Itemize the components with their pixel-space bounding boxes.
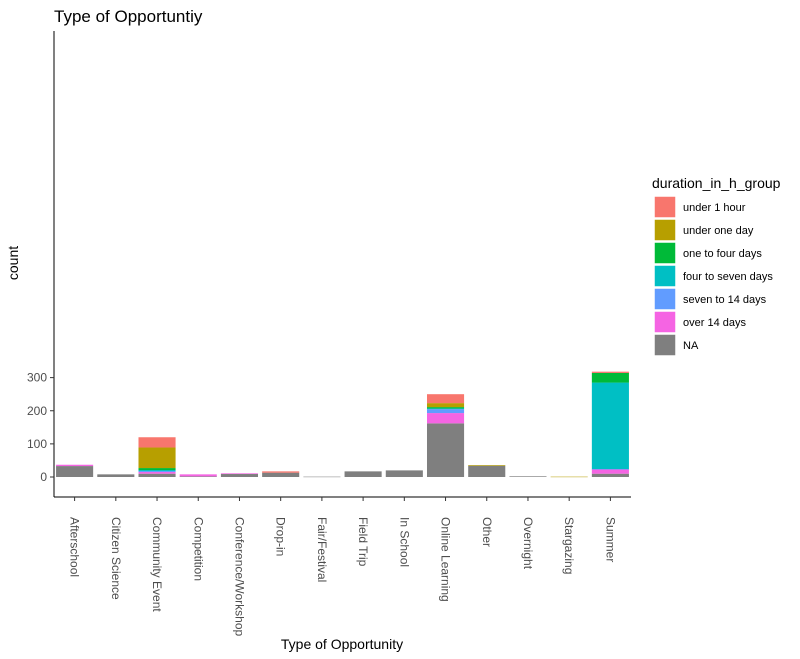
legend-key-under-one-day: [653, 218, 677, 242]
legend-label-under-one-day: under one day: [683, 225, 754, 237]
bar-online-learning-na: [426, 423, 465, 477]
legend-label-seven-to-14-days: seven to 14 days: [683, 294, 767, 306]
bar-online-learning-over-14-days: [426, 413, 465, 424]
bar-summer-four-to-seven-days: [591, 382, 629, 470]
bar-community-event-four-to-seven-days: [138, 470, 176, 472]
x-axis-title: Type of Opportunity: [281, 636, 403, 652]
bar-other-under-one-day: [468, 465, 506, 466]
bar-community-event-seven-to-14-days: [138, 471, 176, 473]
y-tick-labels: 0 100 200 300: [27, 371, 47, 484]
x-tick-label-drop-in: Drop-in: [274, 517, 288, 556]
legend-key-one-to-four-days: [653, 241, 677, 265]
legend: duration_in_h_group under 1 hour under on…: [652, 175, 781, 357]
bar-drop-in-under-1-hour: [262, 471, 300, 473]
bars-group: [56, 371, 629, 478]
y-tick-label: 200: [27, 404, 47, 418]
bar-competition-over-14-days: [179, 474, 217, 477]
bar-drop-in-na: [262, 472, 300, 477]
legend-label-over-14-days: over 14 days: [683, 317, 746, 329]
bar-in-school-na: [385, 470, 423, 478]
bar-online-learning-under-one-day: [426, 403, 465, 408]
y-tick-label: 300: [27, 371, 47, 385]
bar-community-event-na: [138, 473, 176, 477]
y-tick-label: 0: [40, 470, 47, 484]
x-tick-label-competition: Competition: [191, 517, 205, 581]
bar-online-learning-seven-to-14-days: [426, 409, 465, 414]
y-tick-label: 100: [27, 437, 47, 451]
bar-community-event-one-to-four-days: [138, 468, 176, 471]
bar-citizen-science-na: [97, 474, 135, 477]
bar-overnight-na: [509, 476, 547, 477]
legend-key-over-14-days: [653, 310, 677, 334]
bar-other-na: [468, 465, 506, 477]
legend-key-under-1-hour: [653, 195, 677, 219]
x-tick-label-stargazing: Stargazing: [562, 517, 576, 574]
bar-summer-over-14-days: [591, 469, 629, 474]
bar-community-event-under-one-day: [138, 447, 176, 469]
legend-title: duration_in_h_group: [652, 175, 781, 191]
y-axis-title: count: [5, 246, 21, 280]
x-tick-label-summer: Summer: [603, 517, 617, 562]
x-tick-labels: Afterschool Citizen Science Community Even…: [68, 517, 618, 637]
bar-online-learning-one-to-four-days: [426, 407, 465, 409]
x-tick-label-afterschool: Afterschool: [68, 517, 82, 577]
legend-label-na: NA: [683, 340, 699, 352]
x-tick-label-overnight: Overnight: [521, 517, 535, 570]
bar-community-event-over-14-days: [138, 472, 176, 474]
x-tick-label-conference-workshop: Conference/Workshop: [232, 517, 246, 637]
x-tick-label-citizen-science: Citizen Science: [109, 517, 123, 600]
chart-title: Type of Opportuntiy: [54, 7, 203, 26]
axes-group: [50, 31, 631, 501]
bar-conference-workshop-over-14-days: [220, 473, 259, 475]
legend-label-under-1-hour: under 1 hour: [683, 202, 746, 214]
bar-fair-festival-na: [303, 476, 341, 478]
x-tick-label-community-event: Community Event: [150, 517, 164, 612]
bar-field-trip-na: [344, 471, 382, 477]
legend-label-one-to-four-days: one to four days: [683, 248, 762, 260]
legend-key-four-to-seven-days: [653, 264, 677, 288]
x-tick-label-other: Other: [480, 517, 494, 547]
legend-key-seven-to-14-days: [653, 287, 677, 311]
bar-summer-seven-to-14-days: [591, 469, 629, 470]
bar-summer-under-1-hour: [591, 371, 629, 373]
bar-stargazing-under-one-day: [550, 476, 588, 478]
legend-key-na: [653, 333, 677, 357]
bar-summer-one-to-four-days: [591, 372, 629, 383]
legend-label-four-to-seven-days: four to seven days: [683, 271, 773, 283]
bar-conference-workshop-na: [220, 474, 259, 477]
x-tick-label-field-trip: Field Trip: [356, 517, 370, 567]
bar-afterschool-na: [56, 466, 94, 477]
x-tick-label-in-school: In School: [397, 517, 411, 567]
bar-community-event-under-1-hour: [138, 437, 176, 448]
bar-online-learning-under-1-hour: [426, 394, 465, 404]
bar-online-learning-four-to-seven-days: [426, 408, 465, 410]
bar-afterschool-over-14-days: [56, 464, 94, 467]
x-tick-label-fair-festival: Fair/Festival: [315, 517, 329, 582]
x-tick-label-online-learning: Online Learning: [439, 517, 453, 602]
bar-summer-na: [591, 473, 629, 477]
bar-competition-na: [179, 476, 217, 477]
